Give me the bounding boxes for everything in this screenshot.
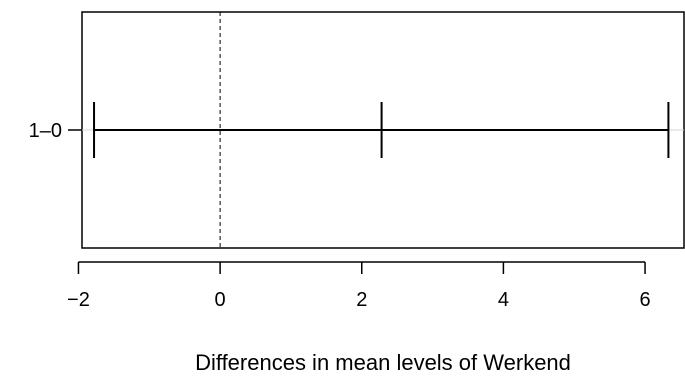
- y-axis: 1–0: [29, 120, 82, 142]
- x-tick-label: 4: [498, 289, 509, 311]
- x-axis: −2 0 2 4 6: [67, 261, 651, 311]
- x-tick-label: 0: [215, 289, 226, 311]
- x-tick-label: 2: [356, 289, 367, 311]
- x-tick-label: −2: [67, 289, 90, 311]
- x-tick-label: 6: [639, 289, 650, 311]
- interval-0: [93, 102, 670, 158]
- interval-layer: [93, 102, 670, 158]
- y-tick-label: 1–0: [29, 120, 62, 142]
- x-axis-label: Differences in mean levels of Werkend: [195, 350, 571, 375]
